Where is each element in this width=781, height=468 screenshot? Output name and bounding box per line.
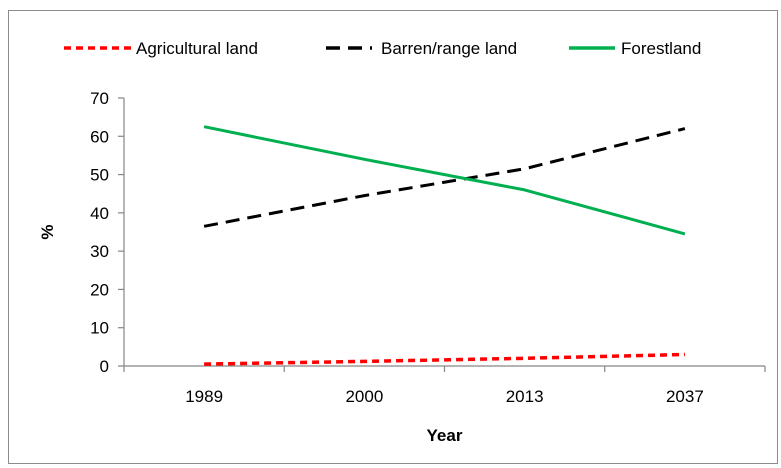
data-point bbox=[363, 158, 366, 161]
y-tick-label: 10 bbox=[90, 319, 109, 338]
y-tick-label: 0 bbox=[100, 357, 109, 376]
data-point bbox=[683, 232, 686, 235]
x-axis-title: Year bbox=[427, 426, 463, 445]
legend-label: Agricultural land bbox=[136, 39, 258, 58]
x-tick-label: 2000 bbox=[345, 387, 383, 406]
y-tick-label: 40 bbox=[90, 204, 109, 223]
chart-series bbox=[203, 125, 686, 366]
series-line-agricultural-land bbox=[204, 352, 685, 366]
legend-label: Forestland bbox=[621, 39, 701, 58]
data-point bbox=[203, 363, 206, 366]
data-point bbox=[523, 167, 526, 170]
y-tick-label: 50 bbox=[90, 166, 109, 185]
data-point bbox=[683, 353, 686, 356]
x-tick-label: 2013 bbox=[506, 387, 544, 406]
y-tick-label: 20 bbox=[90, 280, 109, 299]
legend-label: Barren/range land bbox=[381, 39, 517, 58]
y-tick-label: 30 bbox=[90, 242, 109, 261]
data-point bbox=[523, 357, 526, 360]
legend: Agricultural land Barren/range land Forest… bbox=[64, 39, 701, 58]
series-line-barren-range-land bbox=[203, 127, 686, 228]
data-point bbox=[523, 188, 526, 191]
series-line-forestland bbox=[203, 125, 686, 236]
x-tick-label: 2037 bbox=[666, 387, 704, 406]
chart-container bbox=[8, 10, 778, 464]
data-point bbox=[363, 360, 366, 363]
data-point bbox=[203, 225, 206, 228]
data-point bbox=[363, 194, 366, 197]
y-tick-label: 60 bbox=[90, 127, 109, 146]
data-point bbox=[203, 125, 206, 128]
x-tick-label: 1989 bbox=[185, 387, 223, 406]
data-point bbox=[683, 127, 686, 130]
chart-axes: 0 10 20 30 40 50 60 70 1989 2000 2013 2037 bbox=[90, 89, 766, 406]
y-tick-label: 70 bbox=[90, 89, 109, 108]
y-axis-title: % bbox=[38, 224, 57, 239]
